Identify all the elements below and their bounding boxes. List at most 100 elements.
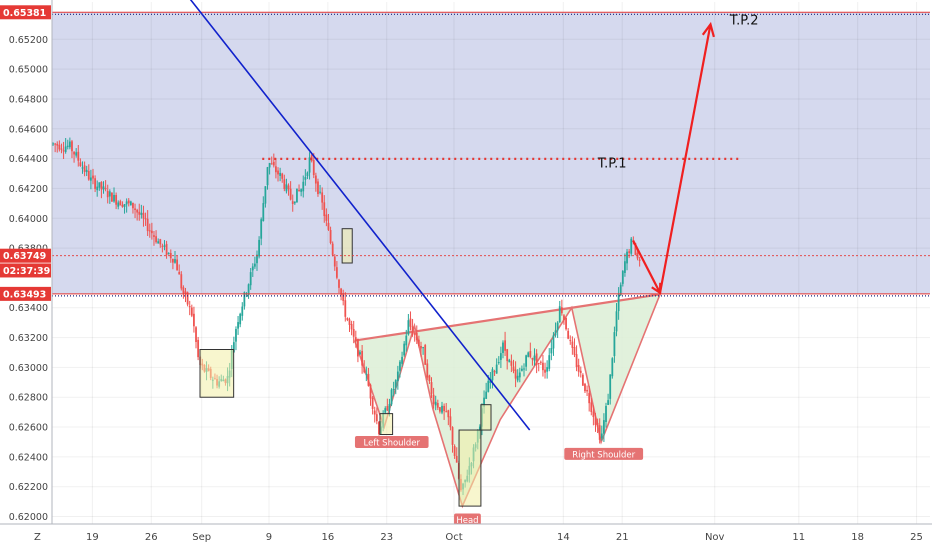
candle-body [79,162,82,167]
candle-body [178,272,181,275]
candle-body [542,362,544,371]
time-tick-label: Sep [192,532,211,543]
candle-body [132,202,134,209]
candle-body [409,318,412,327]
price-tick-label: 0.64400 [9,154,48,165]
candle-body [312,160,315,176]
candle-body [634,243,637,255]
candle-body [441,405,443,413]
candle-body [359,352,361,355]
candle-body [184,291,187,294]
candle-body [417,339,420,346]
candle-body [94,178,97,189]
candle-body [579,370,582,373]
candle-body [352,329,355,337]
time-tick-label: Nov [705,532,725,543]
candle-body [129,201,132,206]
candle-body [142,212,145,219]
projection-bend-head [651,282,662,295]
candle-body [249,272,252,286]
drawing-lines-layer [52,0,930,431]
candle-body [613,332,616,357]
candle-body [340,288,342,295]
candle-body [617,293,620,312]
candle-body [188,306,191,308]
candle-body [502,342,504,353]
candle-body [424,345,427,365]
candle-body [64,146,67,153]
candle-body [455,455,458,463]
candle-body [275,166,277,173]
candle-body [287,185,290,190]
candle-body [508,359,511,363]
candle-body [544,369,546,373]
candle-body [451,427,454,445]
candle-body [89,177,92,181]
candle-body [117,202,120,207]
candle-body [626,251,628,264]
candle-body [83,165,86,172]
candle-body [609,374,612,399]
candle-body [598,425,601,440]
candle-body [592,411,595,418]
candle-body [531,357,534,360]
candle-body [491,369,494,381]
candle-body [386,406,389,411]
candle-body [298,189,300,191]
candle-body [375,414,378,422]
candle-body [403,343,406,356]
corner-label: Z [34,532,41,543]
candle-body [60,148,63,150]
candle-body [235,329,237,342]
candle-body [453,446,456,456]
price-tick-label: 0.65200 [9,35,48,46]
candle-body [115,194,118,205]
candle-body [525,355,528,367]
candle-body [399,361,401,371]
candle-body [321,192,324,203]
candle-body [348,319,351,325]
candle-body [573,347,576,355]
candle-body [554,330,557,336]
candle-body [388,404,391,411]
candle-body [521,368,523,371]
price-tick-label: 0.63000 [9,363,48,374]
candle-body [323,202,326,217]
time-tick-label: 26 [145,532,158,543]
candle-body [485,391,488,399]
candle-body [144,218,147,220]
candle-body [354,337,357,342]
time-tick-label: 25 [910,532,923,543]
candle-body [264,186,267,204]
pattern-label-bg [564,447,644,460]
pattern-fill [354,294,661,507]
candle-body [556,322,559,331]
tp-label: T.P.1 [597,157,627,172]
candle-body [106,191,109,198]
candle-body [319,191,321,193]
price-badge-label: 02:37:39 [3,266,50,277]
candle-body [123,204,126,207]
candle-body [270,163,273,165]
candle-body [504,340,506,351]
candle-body [87,170,90,180]
candle-body [394,380,397,388]
candle-body [378,422,380,434]
candle-body [367,373,370,386]
candle-body [58,144,61,150]
candle-body [325,214,328,221]
candle-body [159,239,162,245]
candle-body [104,188,107,190]
candle-body [296,188,298,203]
price-badge-label: 0.65381 [3,8,46,19]
candle-body [342,293,345,301]
candle-body [390,389,393,405]
candle-body [125,201,128,205]
candle-body [361,350,364,366]
candle-body [258,239,260,257]
price-tick-label: 0.64200 [9,184,48,195]
price-badge [0,286,51,301]
candle-body [449,416,452,428]
price-badge-label: 0.63749 [3,251,46,262]
